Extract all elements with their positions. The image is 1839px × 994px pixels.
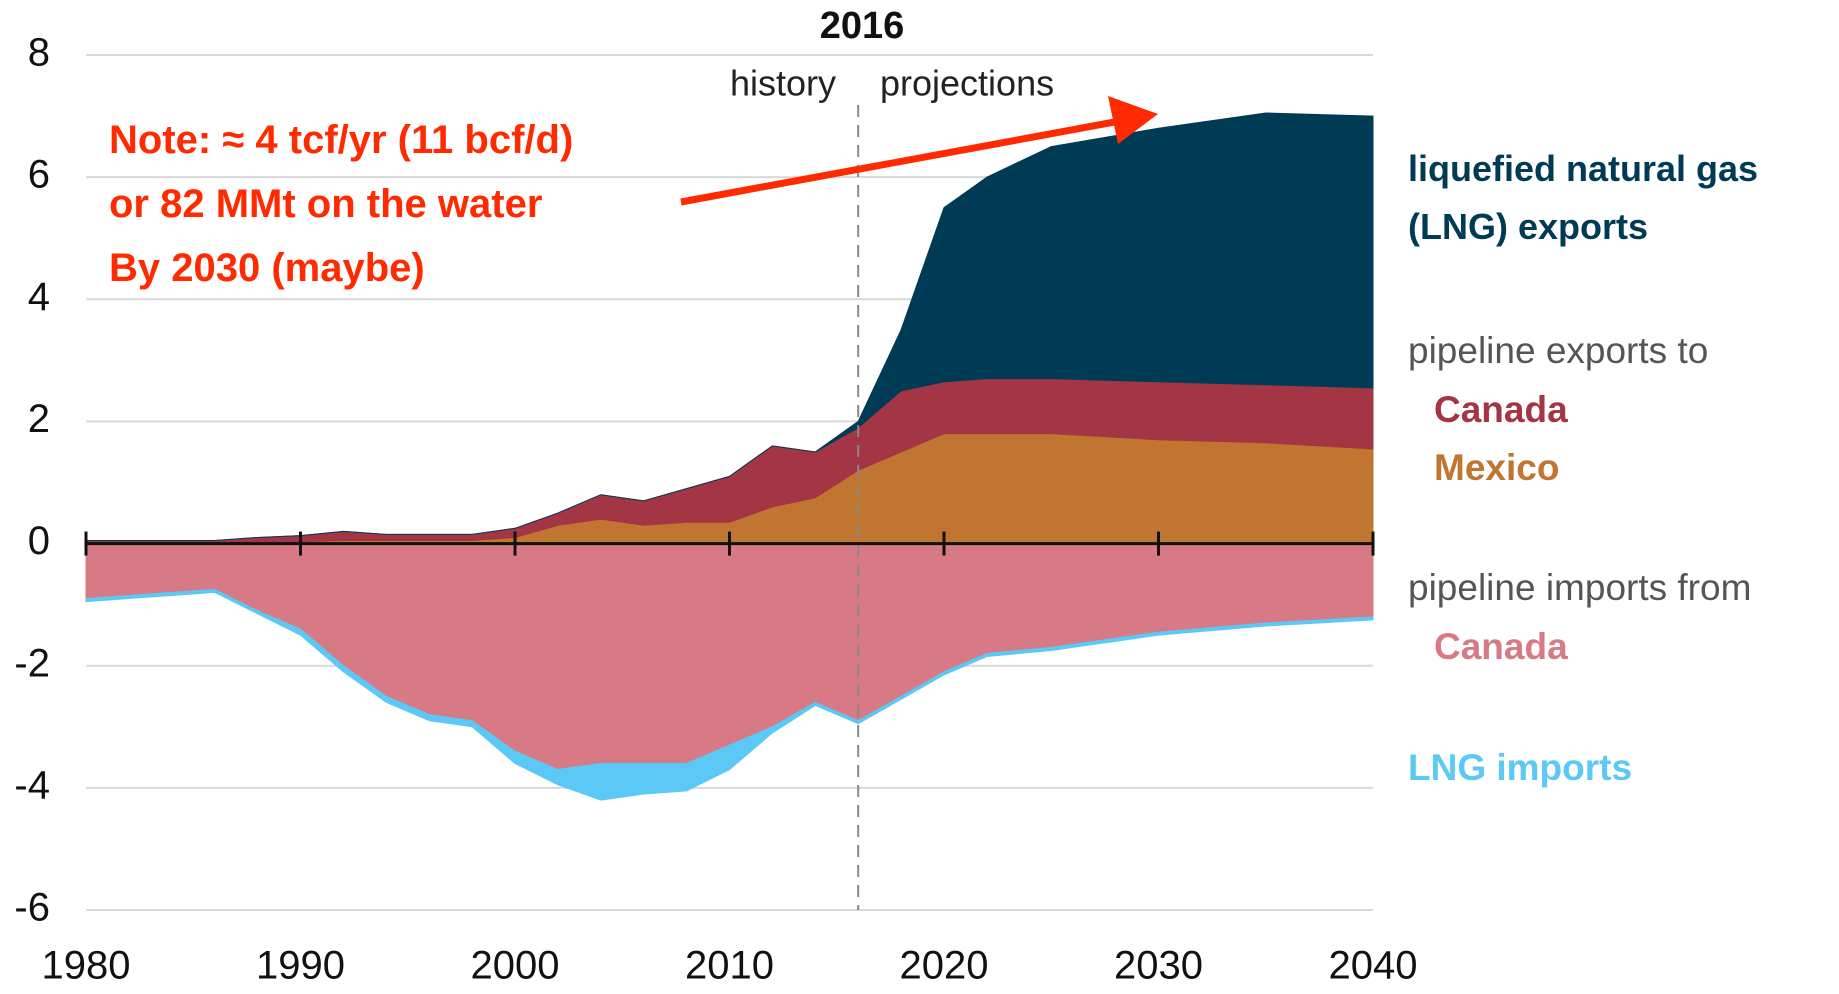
x-tick-label: 2040 — [1329, 944, 1418, 988]
x-tick-label: 1990 — [256, 944, 345, 988]
legend-entry: Canada — [1434, 389, 1568, 430]
x-tick-label: 1980 — [42, 944, 131, 988]
note-line: Note: ≈ 4 tcf/yr (11 bcf/d) — [109, 118, 574, 162]
x-tick-label: 2020 — [900, 944, 989, 988]
legend-group: pipeline exports to — [1408, 330, 1709, 371]
y-tick-label: 8 — [28, 31, 50, 75]
axes: -6 -4 -2 0 2 4 6 8 1980 1990 2000 2010 2020 2030 2040 — [14, 31, 1417, 988]
y-tick-label: -6 — [14, 886, 50, 930]
note-line: or 82 MMt on the water — [109, 182, 543, 226]
note: Note: ≈ 4 tcf/yr (11 bcf/d) or 82 MMt on… — [109, 108, 573, 300]
x-tick-label: 2030 — [1114, 944, 1203, 988]
marker-right: projections — [880, 63, 1054, 104]
arrow-head — [1108, 96, 1158, 144]
x-tick-label: 2010 — [685, 944, 774, 988]
y-tick-label: 4 — [28, 275, 50, 319]
legend-entry: LNG imports — [1408, 747, 1633, 788]
y-tick-label: 2 — [28, 397, 50, 441]
legend-entry: Mexico — [1434, 447, 1560, 488]
area — [85, 588, 1374, 801]
legend-entry: Canada — [1434, 626, 1568, 667]
arrow-shaft — [680, 117, 1121, 206]
legend-entry: liquefied natural gas (LNG) exports — [1408, 148, 1759, 247]
note-line: By 2030 (maybe) — [109, 246, 425, 290]
x-tick-label: 2000 — [471, 944, 560, 988]
y-tick-label: -4 — [14, 763, 50, 807]
legend-group: pipeline imports from — [1408, 567, 1752, 608]
y-tick-label: 6 — [28, 153, 50, 197]
area — [86, 112, 1374, 542]
y-tick-label: -2 — [14, 641, 50, 685]
y-tick-label: 0 — [28, 519, 50, 563]
area — [85, 543, 1374, 771]
marker-left: history — [730, 63, 836, 104]
marker-year: 2016 — [820, 5, 905, 47]
